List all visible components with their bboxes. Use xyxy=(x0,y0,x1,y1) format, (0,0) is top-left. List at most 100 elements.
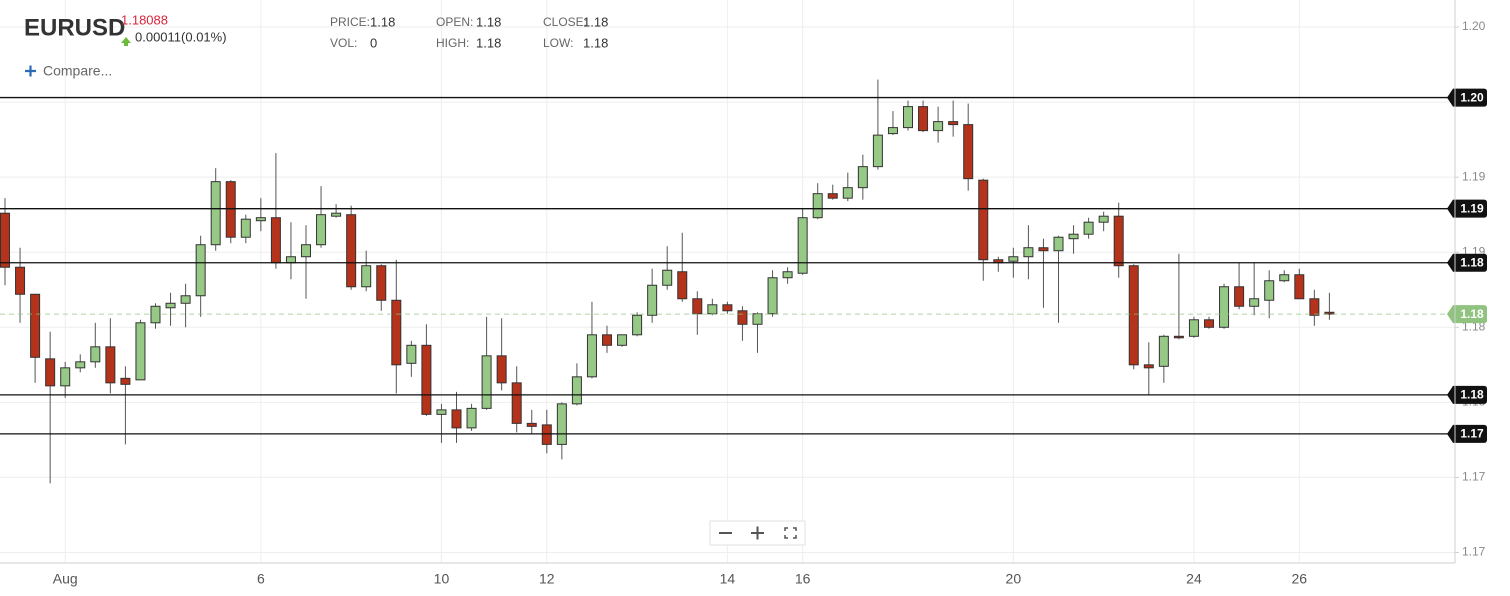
candle-body xyxy=(301,244,311,258)
fullscreen[interactable] xyxy=(784,527,797,539)
candle-body xyxy=(918,106,929,132)
x-tick-label: Aug xyxy=(53,571,78,587)
candle-body xyxy=(586,334,597,378)
candle-body xyxy=(963,124,974,180)
candle-body xyxy=(857,166,868,189)
candle-body xyxy=(1219,286,1230,328)
grid: 1.17 1.17 1.18 1.18 1.19 1.19 1.20 1.20 Aug 6 10 12… xyxy=(0,0,1486,587)
candle-body xyxy=(617,334,628,346)
candle-body xyxy=(602,334,612,346)
candle-body xyxy=(812,193,823,219)
stat-value: 0 xyxy=(370,35,377,50)
stat-value: 1.18 xyxy=(583,35,608,50)
level-label: 1.20 xyxy=(1460,90,1484,104)
last-price-label: 1.18 xyxy=(1460,307,1484,321)
candle-body xyxy=(1158,335,1169,367)
x-tick-label: 26 xyxy=(1292,571,1308,587)
candle-body xyxy=(767,277,778,315)
candle-body xyxy=(632,314,643,336)
change: 0.00011(0.01%) xyxy=(135,29,227,44)
candle-body xyxy=(376,265,387,301)
candle-body xyxy=(933,121,944,132)
candle-body xyxy=(481,355,492,409)
candle-body xyxy=(571,376,582,405)
candle-body xyxy=(1023,247,1034,258)
candle-body xyxy=(647,284,658,316)
candle-body xyxy=(511,382,522,424)
candle-body xyxy=(270,217,281,264)
candle-body xyxy=(887,127,898,135)
candle-body xyxy=(722,304,733,312)
candle-body xyxy=(1053,236,1064,252)
candle-body xyxy=(331,212,342,217)
x-tick-label: 14 xyxy=(720,571,736,587)
candle-body xyxy=(30,293,41,358)
candle-body xyxy=(346,214,357,288)
x-tick-label: 16 xyxy=(795,571,811,587)
level-tag xyxy=(1447,253,1487,272)
candle-body xyxy=(872,134,883,168)
stat-key: HIGH: xyxy=(436,36,469,50)
candle-body xyxy=(225,181,236,238)
candle-body xyxy=(842,187,853,199)
candle-body xyxy=(677,271,688,300)
candle-body xyxy=(1128,265,1139,366)
candle-body xyxy=(406,344,417,364)
candle-body xyxy=(1294,274,1305,300)
candle-body xyxy=(421,344,432,415)
stat-key: VOL: xyxy=(330,36,357,50)
candle-body xyxy=(466,407,477,429)
up-arrow xyxy=(121,37,131,46)
x-tick-label: 6 xyxy=(257,571,265,587)
x-tick-label: 20 xyxy=(1006,571,1022,587)
stat-value: 1.18 xyxy=(583,14,608,29)
candle-body xyxy=(1038,247,1049,252)
candle-body xyxy=(1249,298,1260,307)
candle-body xyxy=(797,217,808,274)
candle-body xyxy=(1008,256,1019,262)
candle-body xyxy=(1173,335,1184,339)
stat-key: OPEN: xyxy=(436,15,473,29)
candle-body xyxy=(195,244,206,297)
candle-body xyxy=(60,367,71,387)
stat-key: LOW: xyxy=(543,36,573,50)
candle-body xyxy=(1068,233,1079,240)
level-label: 1.17 xyxy=(1460,427,1484,441)
stat-value: 1.18 xyxy=(476,14,501,29)
candle-body xyxy=(75,361,86,369)
x-tick-label: 10 xyxy=(434,571,450,587)
candle-body xyxy=(255,217,266,222)
symbol: EURUSD xyxy=(24,14,125,41)
price: 1.18088 xyxy=(121,12,168,27)
candle-body xyxy=(1098,215,1109,223)
candle-body xyxy=(436,409,447,415)
stat-value: 1.18 xyxy=(370,14,395,29)
candle-body xyxy=(752,313,763,325)
level-tag xyxy=(1447,424,1487,443)
candle-body xyxy=(285,256,296,264)
candle-body xyxy=(541,424,552,445)
compare-icon[interactable] xyxy=(25,65,36,77)
candle-body xyxy=(90,346,101,363)
y-tick-label: 1.17 xyxy=(1462,545,1486,559)
candle-body xyxy=(526,422,537,427)
candle-body xyxy=(1324,311,1335,315)
compare-button[interactable]: Compare... xyxy=(43,63,112,79)
candle-body xyxy=(135,322,146,381)
y-tick-label: 1.20 xyxy=(1462,19,1486,33)
candle-body xyxy=(105,346,116,384)
level-tag xyxy=(1447,199,1487,218)
candle-body xyxy=(45,358,56,387)
level-label: 1.18 xyxy=(1460,388,1484,402)
candles xyxy=(0,79,1335,484)
zoom-in[interactable] xyxy=(751,526,764,540)
stat-key: CLOSE: xyxy=(543,15,587,29)
candle-body xyxy=(1309,298,1320,316)
stat-key: PRICE: xyxy=(330,15,370,29)
candle-body xyxy=(165,302,176,309)
candle-body xyxy=(662,269,673,286)
candle-body xyxy=(707,304,718,315)
candle-body xyxy=(948,121,959,126)
level-tag xyxy=(1447,385,1487,404)
candle-body xyxy=(180,295,191,304)
